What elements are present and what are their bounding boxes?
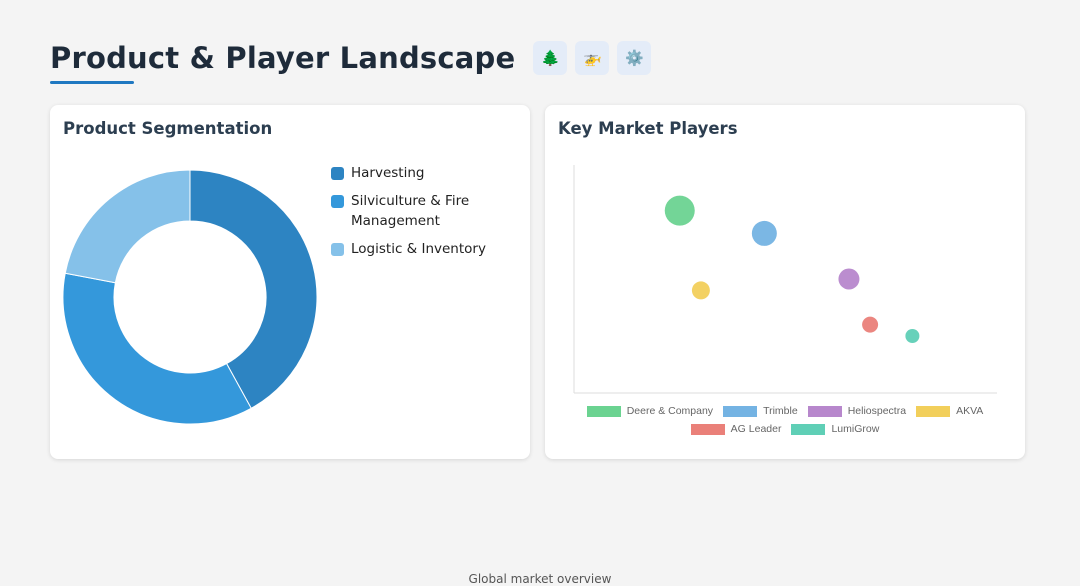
legend-item-trimble[interactable]: Trimble [723, 405, 798, 417]
legend-swatch [690, 423, 725, 435]
bubble-lumigrow[interactable] [905, 329, 920, 343]
product-segmentation-donut-chart [62, 169, 318, 425]
legend-swatch [331, 195, 344, 208]
page-footer: Global market overview [468, 572, 612, 586]
bubble-akva[interactable] [691, 281, 710, 300]
product-segmentation-card: Product Segmentation Harvesting Silvicult… [50, 105, 530, 459]
title-underline [50, 81, 134, 84]
key-market-players-bubble-chart [573, 165, 997, 394]
legend-item-ag-leader[interactable]: AG Leader [690, 423, 782, 435]
bubble-deere-and-company[interactable] [664, 195, 695, 226]
legend-label: AKVA [956, 405, 984, 417]
legend-swatch [791, 423, 826, 435]
bubble-heliospectra[interactable] [838, 268, 860, 290]
legend-item-harvesting[interactable]: Harvesting [331, 163, 521, 183]
legend-label: Silviculture & Fire Management [351, 193, 470, 229]
segmentation-card-title: Product Segmentation [63, 119, 273, 138]
legend-swatch [331, 243, 344, 256]
bubble-ag-leader[interactable] [862, 316, 879, 333]
donut-slice-harvesting[interactable] [189, 169, 318, 409]
legend-label: Logistic & Inventory [351, 241, 486, 257]
tree-icon[interactable]: 🌲 [533, 41, 568, 75]
legend-label: Trimble [763, 405, 798, 417]
key-market-players-card: Key Market Players Deere & Company Trimbl… [545, 105, 1025, 459]
donut-legend: Harvesting Silviculture & Fire Management… [331, 163, 521, 267]
legend-item-logistic-and-inventory[interactable]: Logistic & Inventory [331, 239, 521, 259]
helicopter-icon[interactable]: 🚁 [575, 41, 610, 75]
legend-label: Deere & Company [626, 405, 714, 417]
legend-item-deere-and-company[interactable]: Deere & Company [586, 405, 714, 417]
bubble-trimble[interactable] [751, 220, 777, 246]
bubble-legend: Deere & Company Trimble Heliospectra AKVA AG… [565, 405, 1005, 435]
legend-item-heliospectra[interactable]: Heliospectra [807, 405, 907, 417]
page-header: Product & Player Landscape 🌲 🚁 ⚙️ [50, 36, 652, 80]
legend-label: Heliospectra [847, 405, 907, 417]
legend-swatch [916, 405, 951, 417]
donut-slice-logistic-and-inventory[interactable] [64, 169, 191, 284]
legend-label: LumiGrow [831, 423, 880, 435]
gear-icon[interactable]: ⚙️ [617, 41, 652, 75]
donut-slice-silviculture-and-fire-management[interactable] [62, 272, 252, 425]
legend-label: AG Leader [730, 423, 782, 435]
legend-label: Harvesting [351, 165, 425, 181]
legend-item-akva[interactable]: AKVA [916, 405, 983, 417]
legend-item-silviculture-and-fire-management[interactable]: Silviculture & Fire Management [331, 191, 521, 231]
legend-item-lumigrow[interactable]: LumiGrow [791, 423, 879, 435]
players-card-title: Key Market Players [558, 119, 738, 138]
legend-swatch [586, 405, 621, 417]
legend-swatch [807, 405, 842, 417]
legend-swatch [723, 405, 758, 417]
legend-swatch [331, 167, 344, 180]
page-title: Product & Player Landscape [50, 41, 516, 75]
